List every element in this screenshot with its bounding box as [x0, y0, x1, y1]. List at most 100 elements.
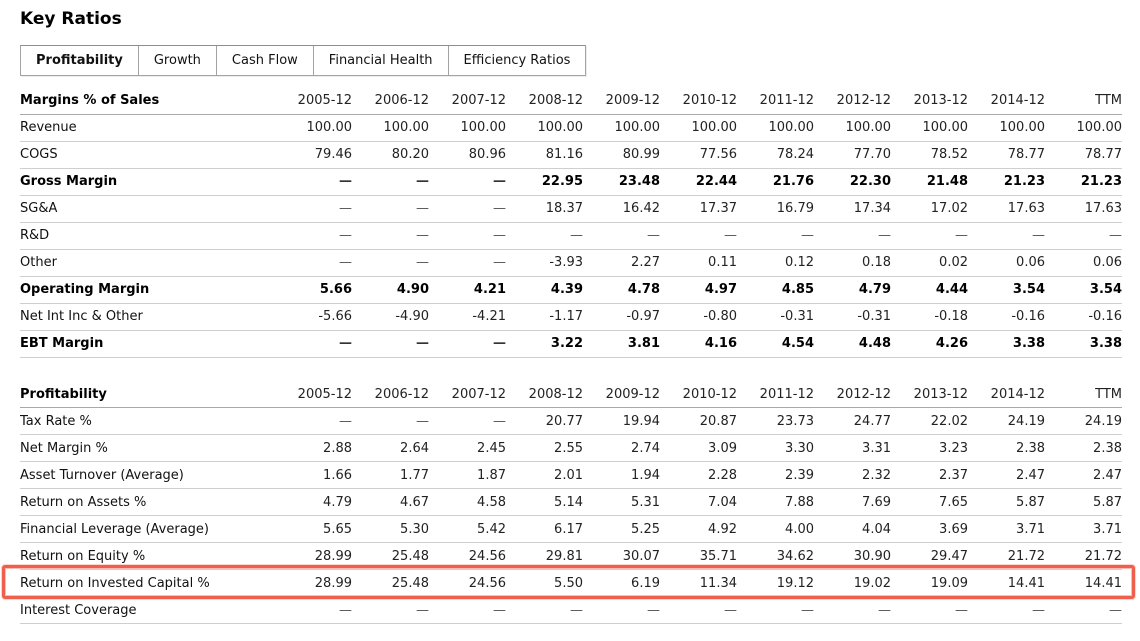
cell-value: —: [416, 255, 429, 270]
cell-value: 5.42: [477, 521, 506, 537]
cell-value: —: [1109, 228, 1122, 243]
ratios-table-profitability: Profitability 2005-12 2006-12 2007-12 2008-1…: [20, 382, 1122, 625]
cell-value: 2.74: [631, 440, 660, 456]
column-header-2008-12: 2008-12: [528, 386, 583, 402]
section-title-margins-of-sales: Margins % of Sales: [20, 93, 160, 109]
cell-value: 77.56: [699, 147, 737, 162]
row-label: Return on Equity %: [20, 548, 146, 564]
cell-value: 4.21: [473, 282, 506, 297]
tab-growth[interactable]: Growth: [137, 46, 216, 75]
cell-value: 28.99: [314, 575, 352, 591]
cell-value: 1.77: [400, 467, 429, 483]
cell-value: 24.19: [1007, 413, 1045, 429]
cell-value: 17.02: [930, 201, 968, 216]
cell-value: 100.00: [845, 120, 892, 135]
table-row-operating-margin: Operating Margin 5.66 4.90 4.21 4.39 4.78 4.97…: [20, 276, 1122, 303]
cell-value: 3.38: [1012, 336, 1045, 351]
cell-value: 20.87: [699, 413, 737, 429]
cell-value: 78.77: [1007, 147, 1045, 162]
row-label: Tax Rate %: [20, 413, 92, 429]
row-label: Return on Invested Capital %: [20, 575, 210, 591]
cell-value: 100.00: [614, 120, 661, 135]
cell-value: 100.00: [306, 120, 353, 135]
tab-bar: Profitability Growth Cash Flow Financial He…: [20, 45, 587, 76]
cell-value: 2.27: [631, 255, 660, 270]
cell-value: —: [339, 255, 352, 270]
cell-value: 2.55: [554, 440, 583, 456]
row-label: Asset Turnover (Average): [20, 467, 184, 483]
cell-value: 4.58: [477, 494, 506, 510]
cell-value: 4.54: [781, 336, 814, 351]
table-row-other: Other — — — -3.93 2.27 0.11 0.12 0.18 0.02 0.06 0.0…: [20, 249, 1122, 276]
cell-value: 4.04: [862, 521, 891, 537]
cell-value: 4.39: [550, 282, 583, 297]
row-label: Net Int Inc & Other: [20, 309, 143, 324]
tab-cash-flow[interactable]: Cash Flow: [215, 46, 313, 75]
cell-value: -0.97: [626, 309, 660, 324]
column-header-2006-12: 2006-12: [374, 386, 429, 402]
cell-value: 2.47: [1016, 467, 1045, 483]
cell-value: —: [493, 255, 506, 270]
cell-value: 0.02: [939, 255, 968, 270]
column-header-2007-12: 2007-12: [451, 386, 506, 402]
row-label: Interest Coverage: [20, 602, 137, 618]
cell-value: —: [416, 228, 429, 243]
cell-value: 100.00: [999, 120, 1046, 135]
cell-value: 3.22: [550, 336, 583, 351]
cell-value: 24.56: [468, 575, 506, 591]
table-row-return-on-invested-capital: Return on Invested Capital % 28.99 25.48 24…: [20, 570, 1122, 597]
cell-value: 2.32: [862, 467, 891, 483]
table-row-net-int-inc-other: Net Int Inc & Other -5.66 -4.90 -4.21 -1.17 -…: [20, 303, 1122, 330]
table-row-gross-margin: Gross Margin — — — 22.95 23.48 22.44 21.76 22.30…: [20, 168, 1122, 195]
cell-value: 24.56: [468, 548, 506, 564]
cell-value: 3.69: [939, 521, 968, 537]
cell-value: 3.54: [1089, 282, 1122, 297]
cell-value: 30.07: [622, 548, 660, 564]
ratios-table-margins-of-sales: Margins % of Sales 2005-12 2006-12 2007-12 2…: [20, 88, 1122, 358]
cell-value: -0.31: [857, 309, 891, 324]
cell-value: 22.95: [541, 174, 583, 189]
ratios-tables: Margins % of Sales 2005-12 2006-12 2007-12 2…: [20, 88, 1122, 624]
cell-value: -4.21: [472, 309, 506, 324]
cell-value: 1.94: [631, 467, 660, 483]
cell-value: 100.00: [383, 120, 430, 135]
cell-value: 5.87: [1093, 494, 1122, 510]
cell-value: 4.79: [858, 282, 891, 297]
column-header-ttm: TTM: [1095, 93, 1122, 109]
cell-value: 5.87: [1016, 494, 1045, 510]
cell-value: —: [416, 336, 429, 351]
cell-value: 4.78: [627, 282, 660, 297]
cell-value: —: [647, 602, 660, 618]
cell-value: 19.94: [622, 413, 660, 429]
column-header-2012-12: 2012-12: [836, 93, 891, 109]
cell-value: 6.17: [554, 521, 583, 537]
cell-value: 14.41: [1007, 575, 1045, 591]
column-header-2014-12: 2014-12: [990, 93, 1045, 109]
table-row-sg-a: SG&A — — — 18.37 16.42 17.37 16.79 17.34 17.02 17.…: [20, 195, 1122, 222]
cell-value: 20.77: [545, 413, 583, 429]
cell-value: -1.17: [549, 309, 583, 324]
table-row-r-d: R&D — — — — — — — — — — —: [20, 222, 1122, 249]
cell-value: 23.48: [618, 174, 660, 189]
cell-value: 77.70: [853, 147, 891, 162]
column-header-2013-12: 2013-12: [913, 386, 968, 402]
cell-value: 21.23: [1003, 174, 1045, 189]
cell-value: 11.34: [699, 575, 737, 591]
tab-financial-health[interactable]: Financial Health: [312, 46, 448, 75]
cell-value: 5.25: [631, 521, 660, 537]
cell-value: 3.31: [862, 440, 891, 456]
tab-efficiency-ratios[interactable]: Efficiency Ratios: [447, 46, 586, 75]
cell-value: 4.26: [935, 336, 968, 351]
cell-value: 4.97: [704, 282, 737, 297]
cell-value: 0.18: [862, 255, 891, 270]
cell-value: 3.54: [1012, 282, 1045, 297]
row-label: Operating Margin: [20, 282, 150, 297]
cell-value: 80.99: [622, 147, 660, 162]
cell-value: 3.23: [939, 440, 968, 456]
cell-value: 2.38: [1016, 440, 1045, 456]
cell-value: 4.90: [396, 282, 429, 297]
row-label: COGS: [20, 147, 58, 162]
tab-profitability[interactable]: Profitability: [21, 46, 138, 75]
cell-value: 17.37: [699, 201, 737, 216]
